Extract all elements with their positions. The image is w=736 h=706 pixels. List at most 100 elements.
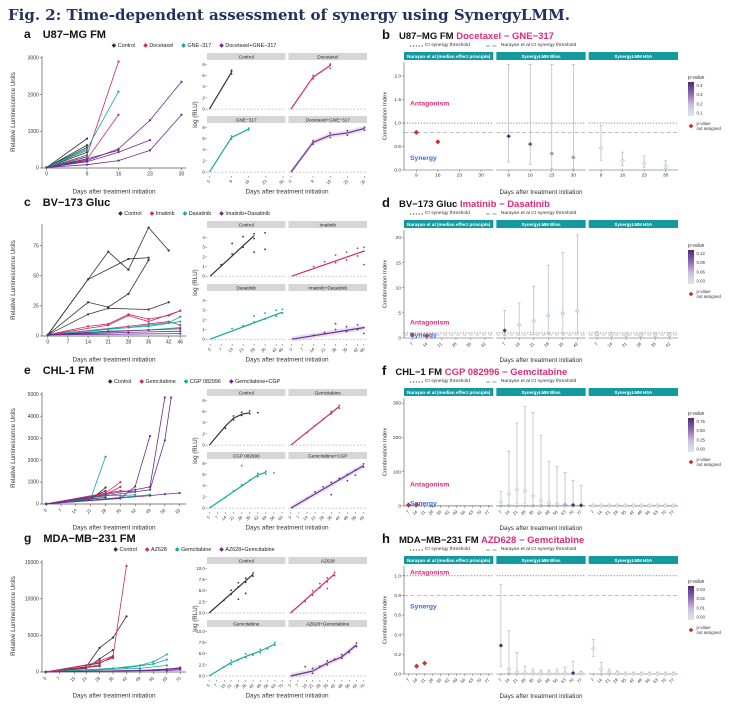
svg-text:42: 42: [130, 507, 137, 514]
svg-text:0: 0: [202, 106, 205, 111]
ci-axes: 0.0 0.2 0.4 0.6 0.8 1.0 Combination Index: [383, 566, 405, 678]
svg-text:35: 35: [620, 509, 627, 516]
threshold-legend-f: CI synergy threshold Narayan et al CI syn…: [380, 377, 728, 386]
svg-text:28: 28: [612, 677, 619, 684]
legend-swatch-icon: ◆: [219, 43, 224, 49]
legend-swatch-icon: ◆: [182, 211, 188, 217]
svg-text:63: 63: [277, 514, 284, 521]
svg-text:0.06: 0.06: [697, 269, 706, 274]
spider-series: [45, 60, 183, 169]
svg-text:21: 21: [85, 507, 92, 514]
svg-text:35: 35: [245, 514, 252, 521]
svg-text:21: 21: [419, 677, 426, 684]
facet-cell-AZ628+Gemcitabine: AZ628+Gemcitabine 0 7 15 21 28 35 42 49 56 63 70: [287, 620, 367, 690]
svg-text:2: 2: [202, 431, 205, 436]
svg-text:23: 23: [641, 173, 647, 179]
svg-text:70: 70: [476, 509, 483, 516]
svg-text:3: 3: [202, 245, 205, 250]
threshold-legend-h: CI synergy threshold Narayan et al CI syn…: [380, 545, 728, 554]
svg-text:42: 42: [334, 514, 341, 521]
svg-text:0.0: 0.0: [199, 673, 206, 678]
svg-text:0.3: 0.3: [697, 92, 704, 97]
figure-title: Fig. 2: Time-dependent assessment of syn…: [8, 6, 570, 24]
svg-text:Relative Luminescence Units: Relative Luminescence Units: [10, 576, 17, 656]
svg-text:Synergy: Synergy: [410, 332, 437, 339]
svg-text:7: 7: [295, 514, 301, 520]
threshold-legend-item: Narayan et al CI synergy threshold: [485, 43, 576, 48]
svg-text:10: 10: [396, 285, 402, 291]
svg-text:0.50: 0.50: [697, 428, 706, 433]
svg-text:5000: 5000: [28, 633, 39, 639]
svg-text:0: 0: [398, 336, 401, 342]
svg-text:9: 9: [600, 173, 603, 179]
svg-text:0.5: 0.5: [394, 144, 401, 150]
facet-cell-Gemcitabine: Gemcitabine 0.0 2.5 5.0 7.5 10.0 0 7 15 21 28 35 42 4…: [196, 620, 286, 690]
svg-text:Narayan et al (median effect p: Narayan et al (median effect principle): [407, 558, 491, 563]
svg-text:Imatinib: Imatinib: [320, 222, 337, 227]
svg-text:Control: Control: [239, 54, 254, 59]
svg-text:77: 77: [576, 509, 583, 516]
svg-text:Dasatinib: Dasatinib: [236, 285, 256, 290]
spider-axes: 0 25 50 75 0 7 14 21 28 35 42 46 Relative Luminescen…: [10, 224, 186, 364]
svg-text:300: 300: [393, 401, 401, 407]
svg-text:7: 7: [57, 507, 63, 513]
dotted-line-icon: [410, 213, 423, 214]
svg-text:p-value: p-value: [697, 121, 712, 126]
facet-cell-Imatinib+Dasatinib: Imatinib+Dasatinib 0 7 14 21 28 35 42 46: [288, 284, 367, 354]
svg-text:14: 14: [411, 677, 418, 684]
legend-item: ◆ Gemcitabine+CGP: [228, 379, 281, 385]
svg-text:Days after treatment initiatio: Days after treatment initiation: [499, 525, 583, 532]
svg-text:2000: 2000: [28, 92, 39, 98]
dashed-line-icon: [485, 213, 499, 214]
svg-text:1.0: 1.0: [394, 573, 401, 579]
legend-swatch-icon: ◆: [107, 379, 113, 385]
legend-swatch-icon: ◆: [181, 43, 186, 49]
facet-cell-Docetaxel+GNE−317: Docetaxel+GNE−317 0 9 16 23 30: [287, 116, 367, 186]
svg-text:56: 56: [644, 509, 651, 516]
ci-axes: 0 100 200 300 Combination Index: [383, 398, 405, 510]
svg-text:28: 28: [451, 341, 458, 348]
series-legend-a: ◆ Control ◆ Docetaxel ◆ GNE−317 ◆ Docetaxel+GNE…: [8, 42, 380, 50]
svg-text:Days after treatment initiatio: Days after treatment initiation: [499, 693, 583, 700]
threshold-legend-item: CI synergy threshold: [410, 43, 470, 48]
svg-text:0: 0: [36, 334, 39, 340]
svg-text:15: 15: [301, 682, 308, 689]
ci-title-combo-f: CGP 082996 − Gemcitabine: [444, 367, 568, 378]
svg-text:7: 7: [497, 677, 503, 683]
svg-text:23: 23: [342, 178, 349, 185]
facet-cell-Imatinib: Imatinib: [288, 221, 367, 277]
svg-text:0.01: 0.01: [697, 605, 706, 610]
svg-text:7: 7: [299, 346, 305, 352]
svg-text:49: 49: [636, 677, 643, 684]
svg-text:4: 4: [202, 483, 205, 488]
svg-text:Control: Control: [239, 390, 254, 395]
svg-text:21: 21: [621, 341, 628, 348]
svg-text:200: 200: [393, 435, 401, 441]
legend-swatch-icon: ◆: [139, 379, 144, 385]
svg-text:Docetaxel+GNE−317: Docetaxel+GNE−317: [306, 117, 351, 122]
svg-text:4: 4: [202, 147, 205, 152]
svg-text:0.12: 0.12: [697, 251, 706, 256]
svg-text:0: 0: [202, 169, 205, 174]
svg-text:35: 35: [435, 677, 442, 684]
svg-text:15: 15: [69, 675, 76, 682]
svg-text:Combination Index: Combination Index: [383, 260, 389, 308]
svg-text:0: 0: [202, 505, 205, 510]
svg-text:7: 7: [590, 509, 596, 515]
facet-cell-Docetaxel: Docetaxel: [288, 53, 367, 110]
svg-text:16: 16: [325, 178, 332, 185]
svg-text:42: 42: [443, 509, 450, 516]
ci-title-cell-h: MDA−MB−231 FM: [398, 535, 479, 546]
ci-facet-2: SynergyLMM HSA 7 14 21 28 35 42 49 56 63 70 77: [588, 388, 678, 516]
legend-swatch-icon: ◆: [174, 547, 180, 553]
svg-text:15000: 15000: [25, 560, 39, 566]
ci-title-combo-d: Imatinib − Dasatinib: [459, 199, 550, 210]
svg-text:log (RLU): log (RLU): [192, 269, 199, 295]
legend-swatch-icon: ◆: [144, 547, 150, 553]
svg-text:14: 14: [422, 341, 429, 348]
svg-text:28: 28: [427, 509, 434, 516]
svg-text:49: 49: [255, 682, 262, 689]
ci-title-cell-d: BV−173 Gluc: [398, 199, 458, 210]
